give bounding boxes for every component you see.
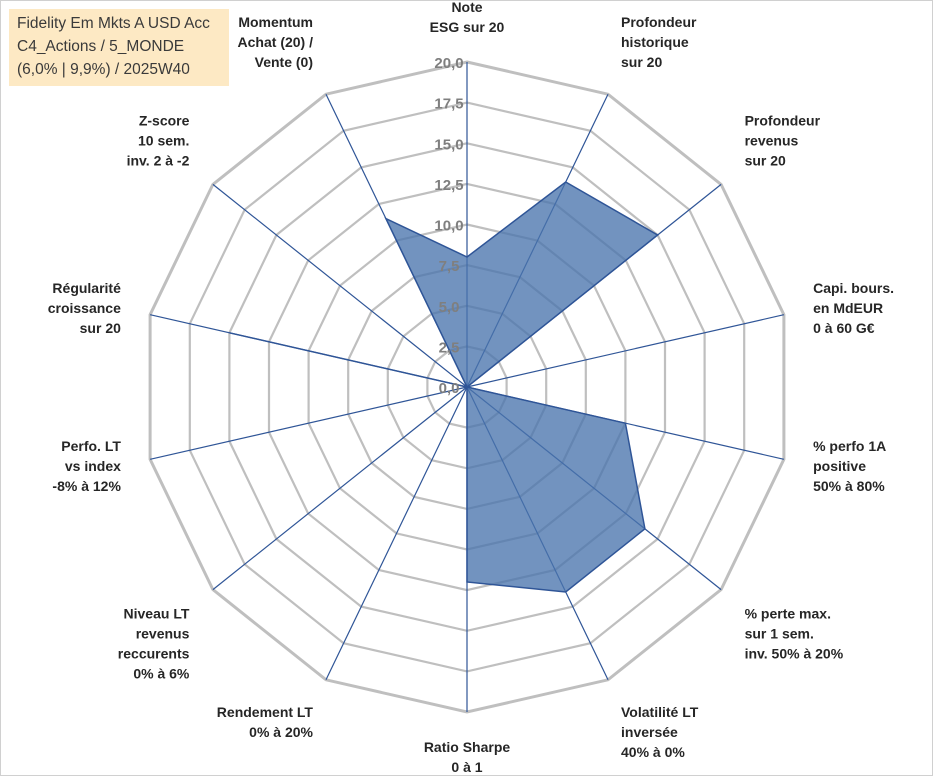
axis-label-line: 0% à 6%	[133, 665, 190, 681]
tick-label-1: 2,5	[439, 339, 460, 356]
axis-label-line: 10 sem.	[138, 133, 189, 149]
axis-label-line: Niveau LT	[124, 605, 190, 621]
axis-label-7: Ratio Sharpe 0 à 1	[424, 739, 511, 775]
axis-label-11: Régularité croissance sur 20	[48, 280, 121, 336]
radial-tick-labels: 0,0 2,5 5,0 7,5 10,0 12,5 15,0 17,5 20,0	[434, 55, 463, 397]
axis-label-line: Achat (20) /	[238, 34, 314, 50]
tick-label-6: 15,0	[434, 136, 463, 153]
axis-label-line: Z-score	[139, 113, 190, 129]
fund-name: Fidelity Em Mkts A USD Acc	[17, 15, 210, 32]
axis-label-line: -8% à 12%	[52, 478, 121, 494]
axis-label-line: vs index	[65, 458, 121, 474]
tick-label-0: 0,0	[439, 380, 460, 397]
axis-label-line: Profondeur	[621, 14, 697, 30]
axis-label-line: Volatilité LT	[621, 704, 699, 720]
axis-label-1: Profondeur historique sur 20	[621, 14, 697, 70]
axis-label-line: inversée	[621, 724, 678, 740]
axis-label-line: % perfo 1A	[813, 438, 886, 454]
axis-label-line: Vente (0)	[255, 54, 313, 70]
axis-label-line: sur 20	[621, 54, 662, 70]
axis-label-9: Niveau LT revenus reccurents 0% à 6%	[118, 605, 190, 681]
axis-label-line: 0 à 1	[451, 759, 482, 775]
axis-label-line: reccurents	[118, 645, 190, 661]
tick-label-2: 5,0	[439, 299, 460, 316]
fund-category: C4_Actions / 5_MONDE	[17, 38, 185, 55]
axis-spoke-8	[325, 386, 468, 681]
axis-label-line: revenus	[745, 133, 799, 149]
axis-spoke-3	[466, 314, 785, 388]
axis-label-10: Perfo. LT vs index -8% à 12%	[52, 438, 121, 494]
axis-label-line: Note	[451, 1, 482, 15]
axis-label-line: historique	[621, 34, 689, 50]
axis-label-12: Z-score 10 sem. inv. 2 à -2	[127, 113, 190, 169]
axis-label-line: sur 1 sem.	[745, 625, 814, 641]
axis-label-2: Profondeur revenus sur 20	[745, 113, 821, 169]
axis-label-line: sur 20	[745, 153, 786, 169]
axis-label-line: revenus	[136, 625, 190, 641]
axis-label-line: Rendement LT	[217, 704, 314, 720]
tick-label-4: 10,0	[434, 218, 463, 235]
tick-label-3: 7,5	[439, 258, 460, 275]
axis-label-line: Momentum	[238, 14, 313, 30]
axis-label-line: croissance	[48, 300, 121, 316]
tick-label-5: 12,5	[434, 177, 463, 194]
axis-label-line: Perfo. LT	[61, 438, 121, 454]
axis-spoke-9	[212, 386, 468, 591]
fund-info-box: Fidelity Em Mkts A USD Acc C4_Actions / …	[9, 9, 229, 86]
axis-label-8: Rendement LT 0% à 20%	[217, 704, 314, 740]
tick-label-7: 17,5	[434, 96, 463, 113]
axis-label-line: 50% à 80%	[813, 478, 885, 494]
axis-label-13: Momentum Achat (20) / Vente (0)	[238, 14, 314, 70]
axis-label-line: en MdEUR	[813, 300, 883, 316]
axis-labels: Note ESG sur 20 Profondeur historique sur 20…	[48, 1, 894, 775]
axis-label-line: ESG sur 20	[430, 19, 505, 35]
axis-label-line: 40% à 0%	[621, 744, 685, 760]
axis-label-5: % perte max. sur 1 sem. inv. 50% à 20%	[745, 605, 844, 661]
axis-spoke-12	[212, 183, 468, 388]
axis-label-4: % perfo 1A positive 50% à 80%	[813, 438, 886, 494]
axis-label-6: Volatilité LT inversée 40% à 0%	[621, 704, 699, 760]
radar-series	[229, 181, 659, 593]
axis-label-line: Ratio Sharpe	[424, 739, 511, 755]
axis-label-line: % perte max.	[745, 605, 831, 621]
fund-stats-week: (6,0% | 9,9%) / 2025W40	[17, 61, 190, 78]
axis-label-line: inv. 2 à -2	[127, 153, 190, 169]
axis-label-0: Note ESG sur 20	[430, 1, 505, 35]
axis-label-3: Capi. bours. en MdEUR 0 à 60 G€	[813, 280, 894, 336]
axis-label-line: inv. 50% à 20%	[745, 645, 844, 661]
axis-label-line: 0 à 60 G€	[813, 320, 875, 336]
axis-label-line: positive	[813, 458, 866, 474]
axis-spoke-10	[149, 386, 468, 460]
axis-label-line: Profondeur	[745, 113, 821, 129]
tick-label-8: 20,0	[434, 55, 463, 72]
axis-label-line: sur 20	[80, 320, 121, 336]
axis-label-line: Régularité	[52, 280, 121, 296]
axis-label-line: Capi. bours.	[813, 280, 894, 296]
axis-label-line: 0% à 20%	[249, 724, 313, 740]
